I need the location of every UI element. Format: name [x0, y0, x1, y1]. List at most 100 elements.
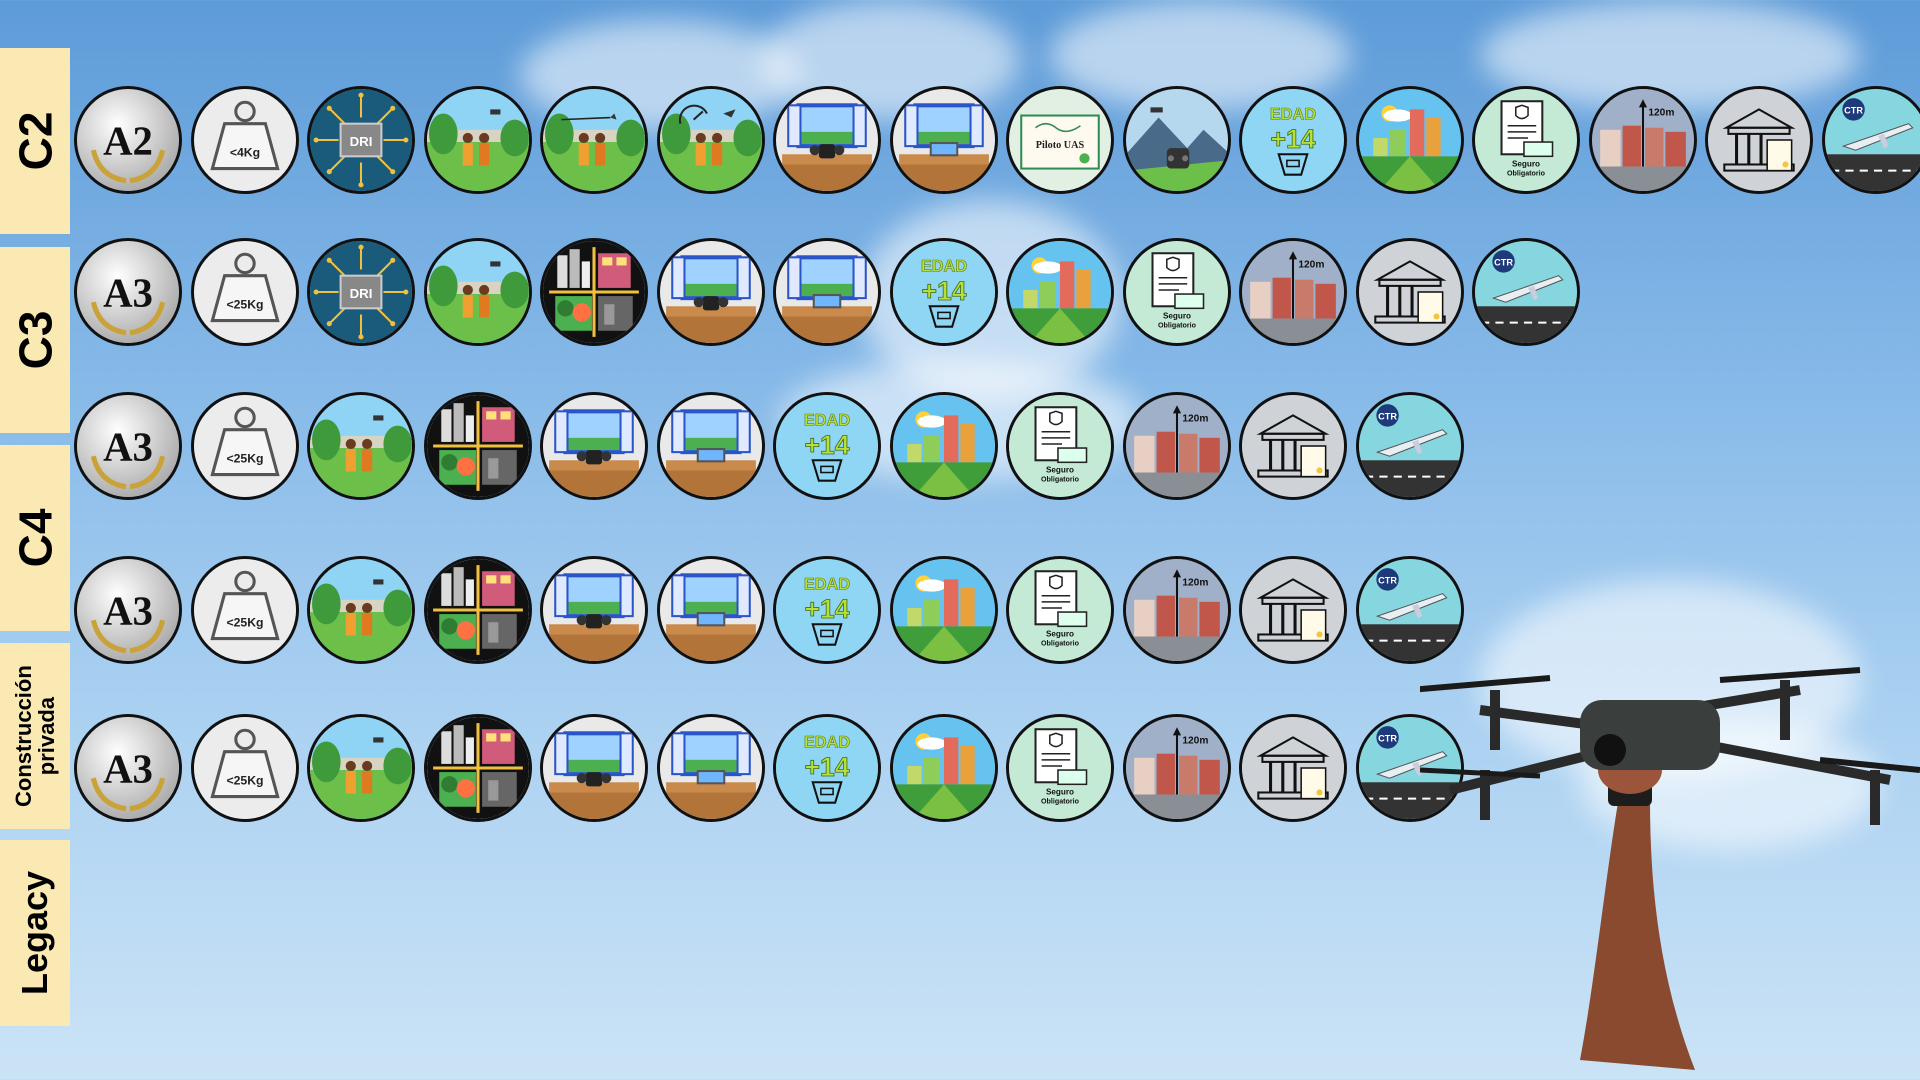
svg-text:A3: A3	[103, 270, 153, 315]
badge-graphic	[310, 717, 412, 819]
svg-text:Seguro: Seguro	[1046, 630, 1074, 639]
a3-category-badge: A3	[74, 392, 182, 500]
badge-graphic: EDAD+14	[1242, 89, 1344, 191]
badge-graphic	[659, 395, 762, 497]
mountain-controller-icon	[1122, 86, 1231, 194]
window-laptop-icon	[656, 714, 765, 822]
badge-graphic	[892, 395, 995, 497]
mandatory-insurance-icon: Seguro Obligatorio	[1122, 238, 1231, 346]
svg-text:+14: +14	[921, 276, 966, 306]
badge-graphic	[892, 717, 995, 819]
urban-area-icon	[1006, 238, 1114, 346]
badge-graphic	[1125, 89, 1228, 191]
badge-graphic	[1358, 241, 1461, 343]
weight-under-25kg-icon: <25Kg	[190, 392, 299, 500]
badge-graphic	[659, 559, 762, 661]
svg-text:EDAD: EDAD	[804, 734, 850, 752]
urban-quadrants-icon	[423, 556, 532, 664]
svg-text:<25Kg: <25Kg	[226, 297, 263, 311]
badge-graphic	[543, 241, 645, 343]
badge-graphic	[1009, 241, 1111, 343]
svg-text:A3: A3	[103, 424, 153, 469]
observers-garden-icon	[423, 238, 532, 346]
row-label-c2: C2	[0, 48, 70, 234]
badge-graphic	[1358, 89, 1461, 191]
distance-icon	[540, 86, 648, 194]
age-14-icon: EDAD +14	[773, 556, 881, 664]
svg-text:CTR: CTR	[1844, 105, 1863, 115]
dri-chip-icon: DRI	[307, 86, 415, 194]
dri-chip-icon: DRI	[307, 238, 415, 346]
row-label-c4: C4	[0, 445, 70, 631]
badge-graphic	[659, 717, 762, 819]
observers-garden-icon	[307, 392, 415, 500]
svg-text:+14: +14	[805, 430, 850, 460]
window-laptop-icon	[773, 238, 881, 346]
svg-text:EDAD: EDAD	[804, 412, 850, 430]
svg-text:120m: 120m	[1182, 414, 1208, 425]
badge-graphic: 120m	[1125, 717, 1228, 819]
mandatory-insurance-icon: Seguro Obligatorio	[1006, 556, 1114, 664]
government-building-icon	[1239, 714, 1347, 822]
window-drone-icon	[540, 392, 648, 500]
badge-graphic	[892, 559, 995, 661]
altitude-120m-icon: 120m	[1122, 714, 1231, 822]
svg-text:CTR: CTR	[1494, 257, 1513, 267]
row-label-c3: C3	[0, 247, 70, 433]
window-drone-icon	[540, 556, 648, 664]
badge-graphic	[543, 559, 645, 661]
window-drone-icon	[540, 714, 648, 822]
observers-garden-icon	[307, 714, 415, 822]
svg-text:<25Kg: <25Kg	[226, 615, 263, 629]
svg-text:+14: +14	[1271, 124, 1316, 154]
badge-graphic: CTR	[1358, 559, 1461, 661]
svg-text:Seguro: Seguro	[1162, 312, 1190, 321]
badge-graphic: <25Kg	[193, 241, 296, 343]
window-laptop-icon	[889, 86, 998, 194]
badge-graphic: CTR	[1475, 241, 1577, 343]
window-laptop-icon	[656, 392, 765, 500]
badge-graphic: <4Kg	[193, 89, 296, 191]
svg-text:EDAD: EDAD	[804, 576, 850, 594]
svg-text:A3: A3	[103, 588, 153, 633]
a3-category-badge: A3	[74, 238, 182, 346]
badge-graphic	[776, 89, 878, 191]
mandatory-insurance-icon: Seguro Obligatorio	[1472, 86, 1580, 194]
urban-area-icon	[889, 392, 998, 500]
svg-text:A2: A2	[103, 118, 153, 163]
government-building-icon	[1239, 556, 1347, 664]
ctr-airspace-icon: CTR	[1355, 556, 1464, 664]
pilot-certificate-icon: Piloto UAS	[1006, 86, 1114, 194]
badge-graphic: CTR	[1358, 395, 1461, 497]
badge-graphic: EDAD+14	[892, 241, 995, 343]
mandatory-insurance-icon: Seguro Obligatorio	[1006, 392, 1114, 500]
svg-text:Obligatorio: Obligatorio	[1158, 322, 1197, 330]
svg-text:Piloto UAS: Piloto UAS	[1036, 140, 1085, 151]
svg-text:A3: A3	[103, 746, 153, 791]
badge-graphic	[426, 559, 529, 661]
ctr-airspace-icon: CTR	[1821, 86, 1920, 194]
altitude-120m-icon: 120m	[1239, 238, 1347, 346]
badge-graphic	[543, 717, 645, 819]
badge-graphic	[1242, 717, 1344, 819]
badge-graphic	[426, 241, 529, 343]
window-drone-icon	[773, 86, 881, 194]
badge-graphic	[543, 89, 645, 191]
badge-graphic: 120m	[1591, 89, 1694, 191]
svg-text:EDAD: EDAD	[1270, 106, 1316, 124]
urban-quadrants-icon	[423, 714, 532, 822]
a3-category-badge: A3	[74, 714, 182, 822]
a2-category-badge: A2	[74, 86, 182, 194]
svg-text:Obligatorio: Obligatorio	[1507, 170, 1546, 178]
badge-graphic	[310, 559, 412, 661]
ctr-airspace-icon: CTR	[1472, 238, 1580, 346]
observers-garden-icon	[423, 86, 532, 194]
badge-graphic	[426, 89, 529, 191]
altitude-120m-icon: 120m	[1588, 86, 1697, 194]
svg-text:120m: 120m	[1182, 578, 1208, 589]
badge-graphic: <25Kg	[193, 395, 296, 497]
svg-text:120m: 120m	[1182, 736, 1208, 747]
svg-text:Obligatorio: Obligatorio	[1041, 476, 1080, 484]
badge-graphic: 120m	[1125, 395, 1228, 497]
badge-graphic	[659, 241, 762, 343]
